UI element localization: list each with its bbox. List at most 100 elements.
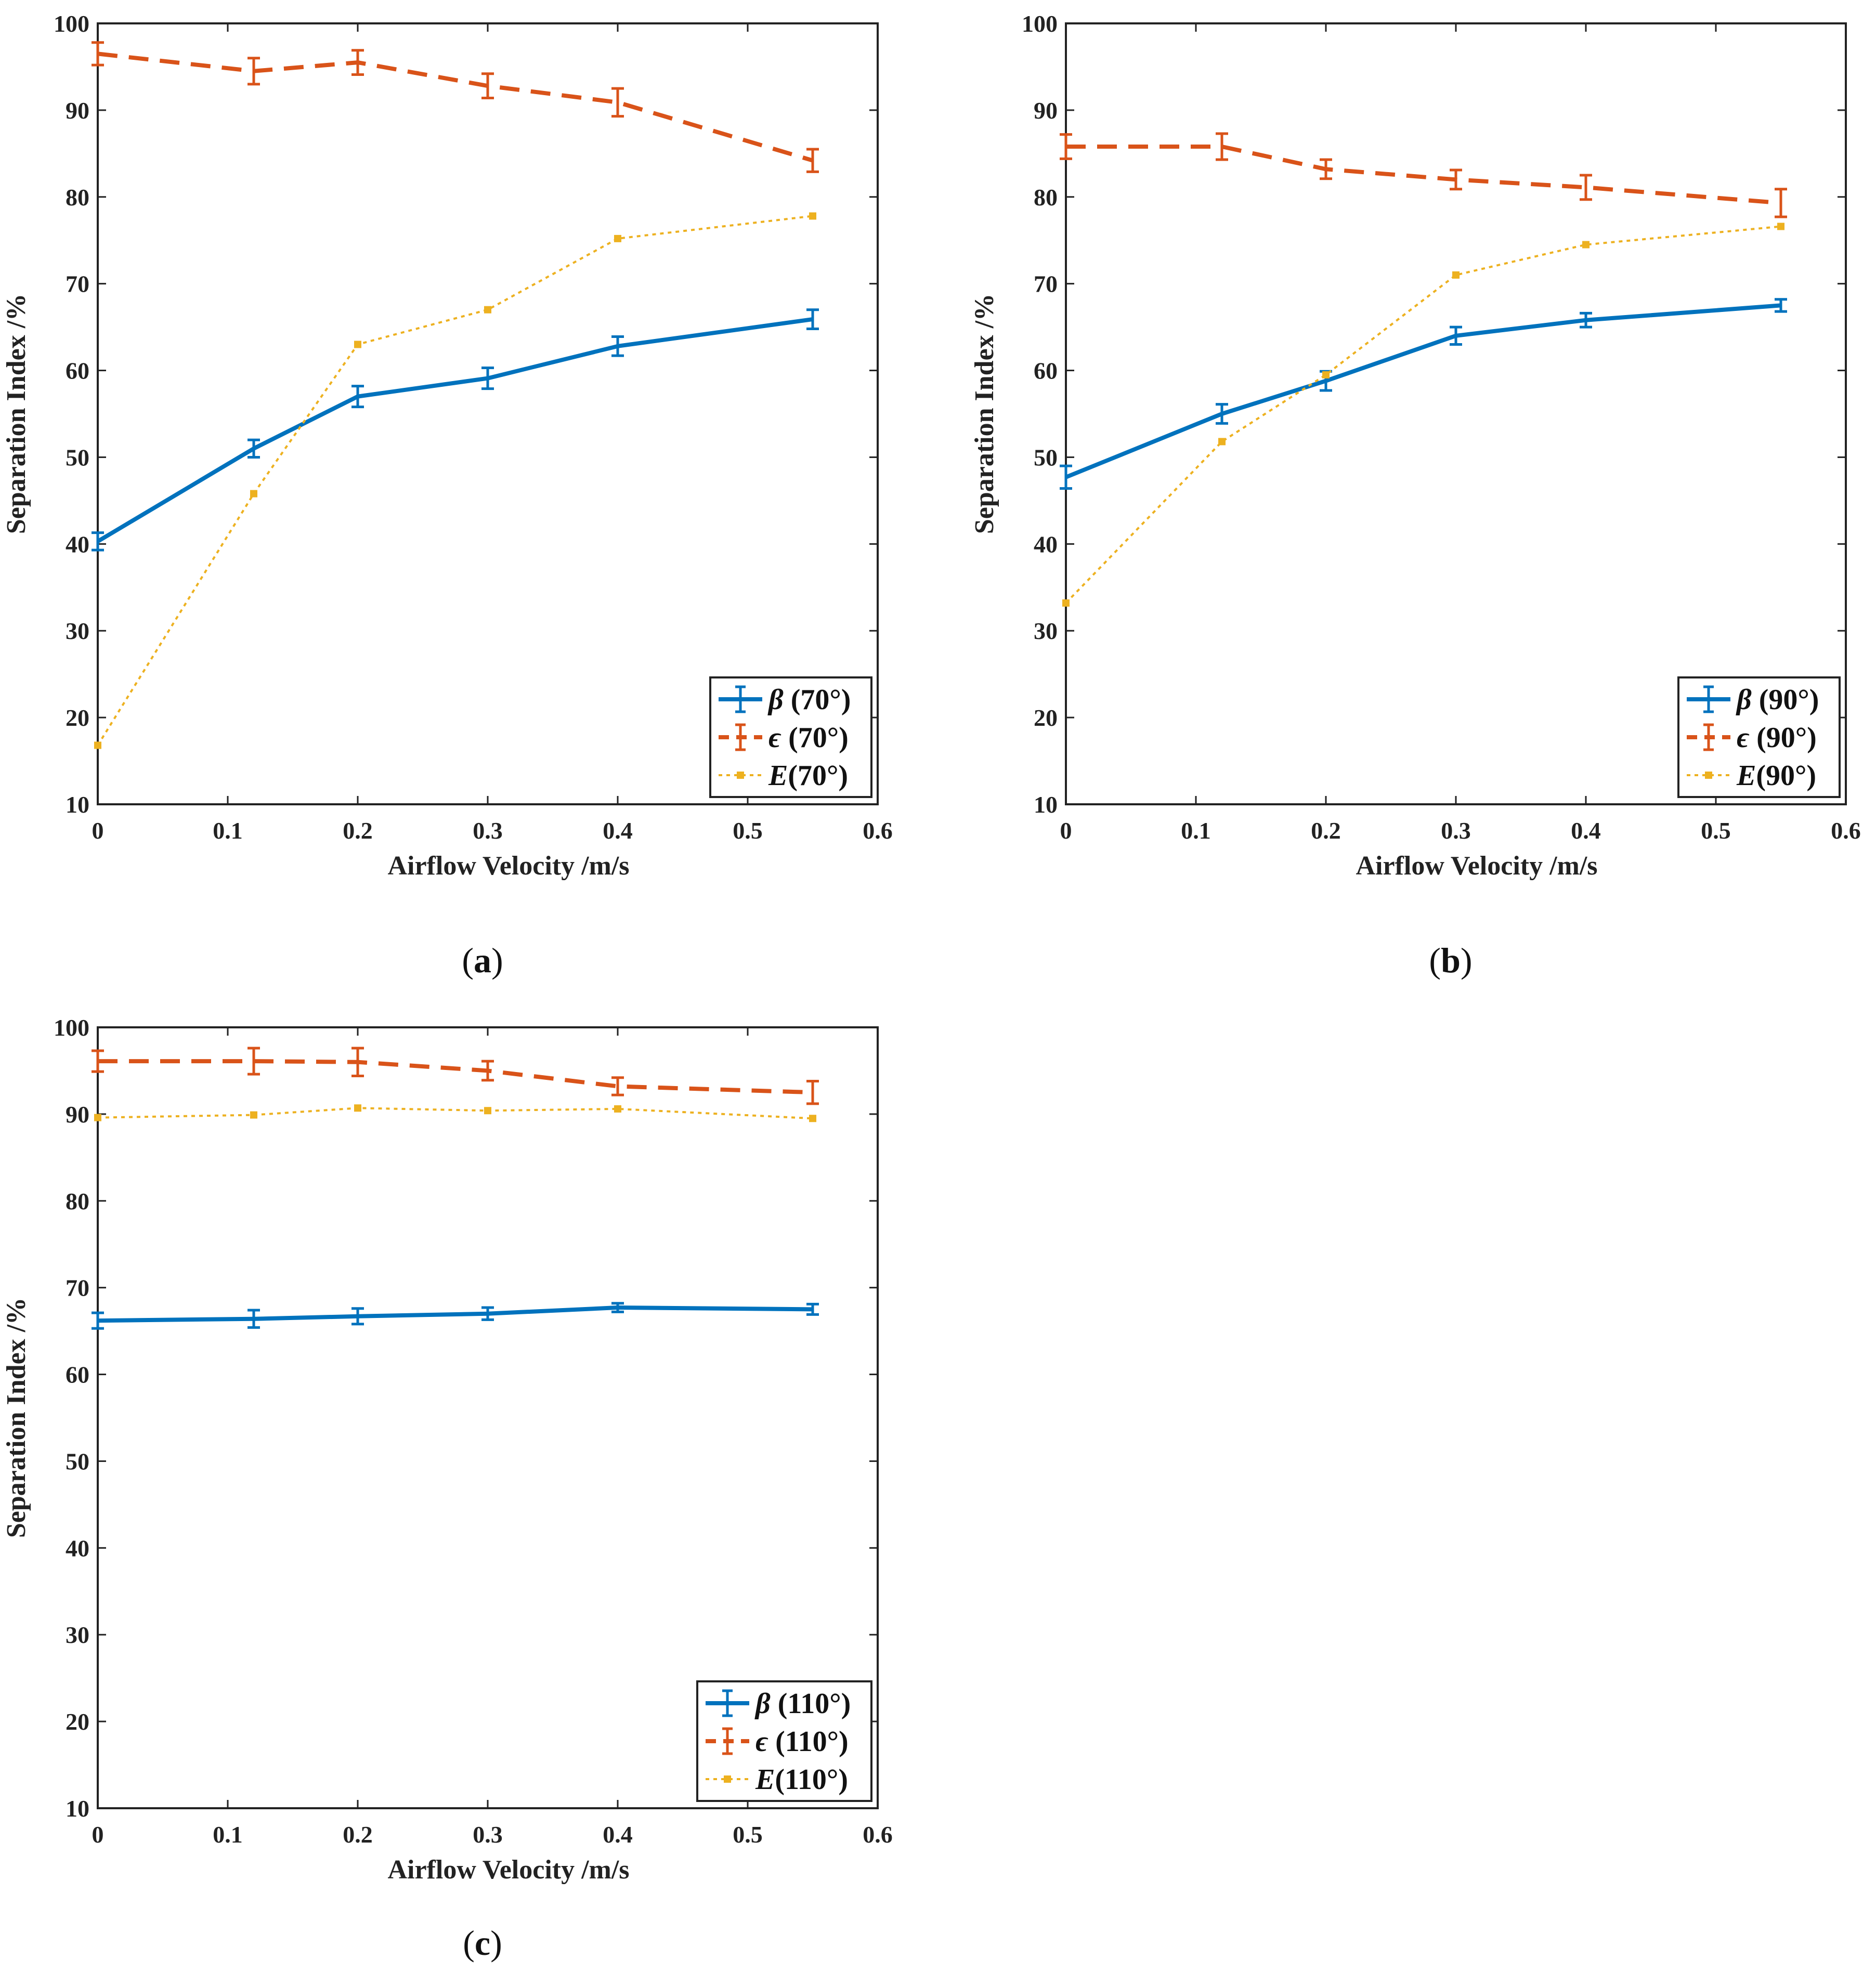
error-bar [1060,133,1072,160]
data-point [614,1105,621,1113]
data-point [809,1115,816,1122]
legend-label: β (90°) [1736,684,1819,716]
y-tick-label: 40 [1034,531,1058,557]
legend-label: E(90°) [1736,760,1816,792]
y-tick-label: 60 [1034,358,1058,384]
x-tick-label: 0.4 [603,817,633,844]
error-bar [806,1302,819,1316]
legend: β (70°)ϵ (70°)E(70°) [709,676,872,798]
x-tick-label: 0 [92,1821,104,1848]
y-tick-label: 60 [66,358,89,384]
legend-item-beta: β (90°) [1687,684,1819,716]
legend-name: (90°) [1756,760,1816,792]
x-tick-label: 0.6 [863,1821,893,1848]
legend-item-beta: β (110°) [706,1688,851,1720]
error-bar [247,57,260,86]
legend-name: (70°) [784,684,851,716]
legend-name: (110°) [775,1764,848,1796]
x-tick-label: 0.1 [213,1821,243,1848]
legend-label: E(70°) [768,760,848,792]
y-tick-label: 60 [66,1362,89,1388]
y-tick-label: 100 [1022,10,1058,37]
y-tick-label: 100 [54,10,89,37]
error-bar [351,385,364,409]
x-tick-label: 0.3 [473,1821,503,1848]
series-line-beta [96,317,813,543]
series-beta [92,1302,819,1330]
error-bar [481,1060,494,1082]
panel-caption-letter: b [1441,941,1461,980]
series-line-epsilon [97,51,814,163]
legend-item-E: E(70°) [719,760,848,792]
y-tick-label: 80 [66,1188,89,1214]
y-tick-label: 20 [66,1708,89,1735]
legend-symbol: β [754,1688,771,1720]
error-bar [1775,298,1787,313]
series-epsilon [92,1047,819,1105]
data-point [94,741,101,749]
y-tick-label: 90 [66,97,89,124]
error-bar [1450,168,1462,191]
x-tick-label: 0.3 [473,817,503,844]
data-point [1322,371,1330,378]
x-tick-label: 0.2 [343,1821,373,1848]
legend-marker [737,772,744,779]
error-bar [92,1049,104,1073]
y-tick-label: 30 [66,618,89,644]
series-E [1062,223,1784,607]
error-bar [1580,311,1592,329]
x-tick-label: 0.5 [733,817,763,844]
y-axis-label: Separation Index /% [2,1298,31,1538]
legend-symbol: E [755,1764,775,1796]
error-bar [1320,158,1332,180]
data-point [1777,223,1784,230]
error-bar [481,367,494,390]
legend-name: (90°) [1749,722,1817,754]
data-point [354,341,361,348]
y-tick-label: 40 [66,531,89,557]
x-tick-label: 0.4 [603,1821,633,1848]
error-bar [92,531,104,552]
y-tick-label: 70 [1034,271,1058,297]
y-tick-label: 10 [66,791,89,818]
error-bar [1450,325,1462,346]
legend-item-epsilon: ϵ (110°) [706,1726,849,1758]
y-tick-label: 90 [1034,97,1058,124]
y-tick-label: 30 [66,1622,89,1648]
x-tick-label: 0.1 [213,817,243,844]
panel-caption: (b) [1429,941,1472,980]
x-tick-label: 0 [92,817,104,844]
y-tick-label: 80 [66,184,89,211]
y-tick-label: 70 [66,271,89,297]
chart-panel-b: 0 0.1 0.2 0.3 0.4 0.5 0.6 10 20 30 40 50 60 70 80 90 100… [970,10,1861,980]
series-epsilon [92,41,819,173]
data-point [809,212,816,220]
y-tick-label: 40 [66,1535,89,1561]
y-tick-label: 30 [1034,618,1058,644]
legend: β (110°)ϵ (110°)E(110°) [696,1680,872,1802]
legend-symbol: E [1736,760,1756,792]
legend-item-E: E(90°) [1687,760,1816,792]
x-tick-label: 0.1 [1181,817,1211,844]
series-E [94,212,816,749]
series-line-beta [1065,303,1781,479]
legend-name: (110°) [771,1688,851,1720]
data-point [354,1104,361,1112]
x-axis-label: Airflow Velocity /m/s [387,851,629,881]
error-bar [1580,174,1592,201]
panel-caption: (c) [463,1923,502,1963]
legend-marker [724,1775,731,1783]
error-bar [1216,403,1228,425]
data-point [1582,241,1590,249]
y-tick-label: 50 [66,1448,89,1474]
legend-name: (70°) [781,722,849,754]
x-tick-label: 0.2 [343,817,373,844]
chart-panel-a: 0 0.1 0.2 0.3 0.4 0.5 0.6 10 20 30 40 50 60 70 80 90 100… [2,10,893,980]
legend-symbol: ϵ [1737,722,1750,754]
error-bar [92,41,104,67]
x-tick-label: 0.6 [1831,817,1861,844]
legend-marker [1705,772,1712,779]
legend-item-epsilon: ϵ (70°) [719,722,849,754]
error-bar [611,1076,624,1096]
